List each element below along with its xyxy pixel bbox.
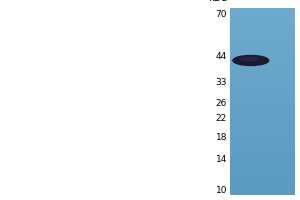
Text: kDa: kDa bbox=[208, 0, 227, 3]
Text: 44: 44 bbox=[216, 52, 227, 61]
Text: 22: 22 bbox=[216, 114, 227, 123]
Ellipse shape bbox=[233, 55, 269, 65]
Text: 33: 33 bbox=[215, 78, 227, 87]
Text: 14: 14 bbox=[216, 155, 227, 164]
Text: 10: 10 bbox=[215, 186, 227, 195]
Ellipse shape bbox=[241, 57, 257, 61]
Text: 18: 18 bbox=[215, 133, 227, 142]
Text: 26: 26 bbox=[216, 99, 227, 108]
Text: 70: 70 bbox=[215, 10, 227, 19]
